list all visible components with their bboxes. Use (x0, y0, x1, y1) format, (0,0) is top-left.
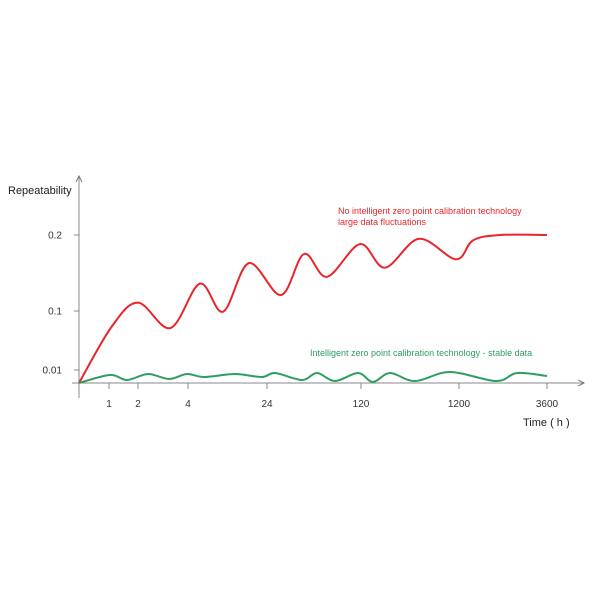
x-tick-label: 4 (185, 399, 191, 410)
x-tick-label: 3600 (536, 399, 559, 410)
y-tick-label: 0.1 (48, 307, 62, 318)
y-tick-label: 0.01 (43, 366, 63, 377)
series-annotation: Intelligent zero point calibration techn… (310, 348, 532, 358)
y-axis-label: Repeatability (8, 185, 72, 197)
red-series-line (78, 233, 548, 384)
series-annotation: No intelligent zero point calibration te… (338, 206, 522, 216)
x-tick-label: 1200 (448, 399, 471, 410)
x-tick-label: 2 (135, 399, 141, 410)
x-axis-label: Time ( h ) (523, 417, 570, 429)
x-tick-label: 1 (106, 399, 112, 410)
y-tick-label: 0.2 (48, 231, 62, 242)
green-series-line (78, 370, 548, 384)
x-tick-label: 24 (261, 399, 273, 410)
x-tick-label: 120 (353, 399, 370, 410)
series-annotation: large data fluctuations (338, 217, 427, 227)
